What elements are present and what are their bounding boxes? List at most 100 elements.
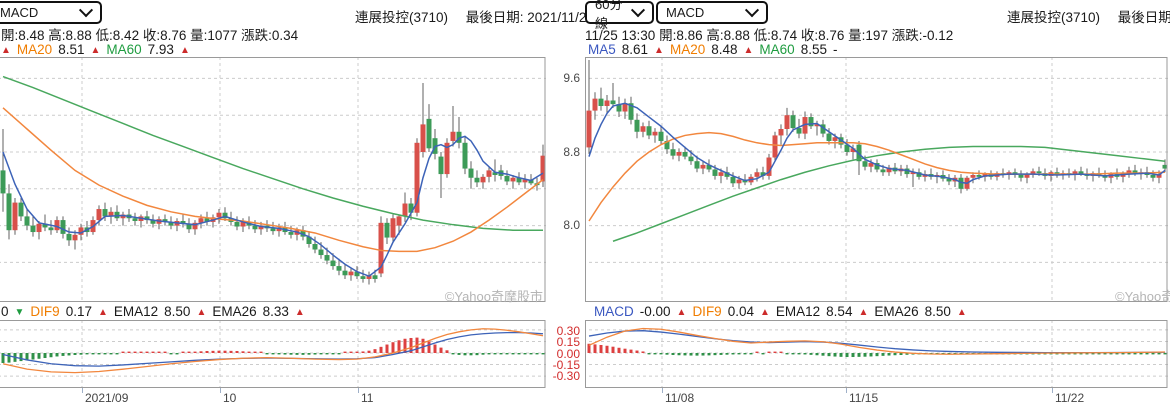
- period-select-value: 60分線: [595, 0, 623, 31]
- x-axis-tick: [220, 388, 221, 393]
- pane-border: [585, 320, 1168, 388]
- dif-line: [588, 327, 1166, 355]
- macd-axis-label: 0.30: [556, 324, 580, 338]
- macd-value: 0: [1, 304, 9, 319]
- x-axis-label: 10: [223, 391, 237, 405]
- ma20-label: MA20: [669, 42, 706, 57]
- dif9-label: DIF9: [30, 304, 60, 319]
- right-ma-line: MA5 8.61 ▲ MA20 8.48 ▲ MA60 8.55-: [588, 42, 843, 59]
- ma60-line: [612, 145, 1166, 242]
- yahoo-watermark: ©Yahoo奇摩股市: [444, 289, 543, 304]
- price-grid: [585, 57, 1170, 302]
- pane-border: [585, 57, 1168, 302]
- dif9-label: DIF9: [692, 304, 722, 319]
- hourly-price-chart[interactable]: [585, 57, 1170, 302]
- ma5-line: [588, 102, 1166, 185]
- stock-title: 連展投控(3710): [1007, 10, 1101, 25]
- ma20-line: [588, 131, 1166, 222]
- macd-value: -0.00: [639, 304, 671, 319]
- ema12-label: EMA12: [113, 304, 159, 319]
- up-triangle-icon: ▲: [97, 307, 108, 318]
- ma20-line: [2, 107, 544, 253]
- price-axis-label: 8.8: [563, 145, 580, 159]
- up-triangle-icon: ▲: [676, 307, 687, 318]
- indicator-select-right[interactable]: MACD: [656, 1, 768, 24]
- ma60-value: 7.93: [147, 42, 174, 57]
- ema26-value: 8.33: [262, 304, 289, 319]
- macd-grid: [0, 320, 546, 388]
- x-axis-label: 11/08: [665, 391, 695, 405]
- up-triangle-icon: ▲: [179, 45, 190, 56]
- pane-border: [0, 320, 546, 388]
- macd-line: [2, 331, 544, 367]
- ma60-label: MA60: [759, 42, 795, 57]
- ema26-value: 8.50: [924, 304, 951, 319]
- ma60-line: [2, 75, 543, 231]
- yahoo-watermark: ©Yahoo奇: [1115, 289, 1170, 304]
- chevron-down-icon: [630, 2, 646, 17]
- up-triangle-icon: ▲: [294, 307, 305, 318]
- right-macd-line: MACD -0.00 ▲ DIF9 0.04 ▲ EMA12 8.54 ▲ EMA26 8.50 ▲: [594, 304, 973, 321]
- hourly-macd-chart[interactable]: [585, 320, 1170, 388]
- price-grid: [0, 57, 546, 302]
- x-axis-tick: [662, 388, 663, 393]
- x-axis-tick: [846, 388, 847, 393]
- ma5-label: MA5: [588, 42, 616, 57]
- ma20-label: MA20: [16, 42, 53, 57]
- x-axis-tick: [82, 388, 83, 393]
- ema12-label: EMA12: [775, 304, 821, 319]
- up-triangle-icon: ▲: [196, 307, 207, 318]
- up-triangle-icon: ▲: [743, 45, 754, 56]
- macd-label: MACD: [594, 304, 634, 319]
- x-axis-label: 2021/09: [85, 391, 129, 405]
- up-triangle-icon: ▲: [858, 307, 869, 318]
- ema26-label: EMA26: [212, 304, 257, 319]
- left-quote-line: 開:8.48 高:8.88 低:8.42 收:8.76 量:1077 漲跌:0.…: [1, 28, 299, 43]
- dif-line: [2, 328, 544, 374]
- period-select[interactable]: 60分線: [585, 0, 654, 31]
- ema12-value: 8.54: [826, 304, 853, 319]
- last-date-label: 最後日期:: [1117, 10, 1170, 25]
- macd-axis-label: -0.30: [552, 369, 580, 383]
- chevron-down-icon: [744, 2, 760, 17]
- indicator-select-left[interactable]: MACD: [0, 1, 102, 24]
- price-axis-label: 9.6: [563, 71, 580, 85]
- dif9-value: 0.04: [727, 304, 754, 319]
- x-axis-label: 11: [361, 391, 374, 405]
- x-axis-label: 11/15: [849, 391, 879, 405]
- pane-border: [0, 57, 546, 302]
- ma5-line: [2, 135, 544, 278]
- x-axis-tick: [1052, 388, 1053, 393]
- center-title: 連展投控(3710) 最後日期: 2021/11/25: [355, 6, 594, 26]
- ema12-value: 8.50: [164, 304, 191, 319]
- daily-macd-chart[interactable]: [0, 320, 546, 388]
- daily-price-chart[interactable]: [0, 57, 546, 302]
- down-triangle-icon: ▼: [14, 307, 25, 318]
- left-ma-line: ▲ MA20 8.51 ▲ MA60 7.93 ▲: [1, 42, 196, 59]
- ma60-value: 8.55: [800, 42, 827, 57]
- up-triangle-icon: ▲: [90, 45, 101, 56]
- macd-axis-label: 0.15: [556, 335, 580, 349]
- ma5-value: 8.61: [621, 42, 649, 57]
- macd-axis-label: -0.15: [552, 358, 580, 372]
- indicator-select-right-value: MACD: [666, 5, 705, 20]
- last-date-label: 最後日期: 2021/11/25: [465, 10, 594, 25]
- dif9-value: 0.17: [65, 304, 92, 319]
- flat-indicator: -: [832, 42, 838, 57]
- up-triangle-icon: ▲: [956, 307, 967, 318]
- ma20-value: 8.51: [58, 42, 85, 57]
- stock-title: 連展投控(3710): [355, 10, 449, 25]
- up-triangle-icon: ▲: [759, 307, 770, 318]
- chevron-down-icon: [78, 2, 94, 17]
- right-quote-line: 11/25 13:30 開:8.86 高:8.88 低:8.74 收:8.76 …: [585, 28, 954, 43]
- ma60-label: MA60: [106, 42, 142, 57]
- x-axis-tick: [358, 388, 359, 393]
- ema26-label: EMA26: [874, 304, 919, 319]
- right-title: 連展投控(3710) 最後日期:: [1007, 6, 1170, 26]
- x-axis-label: 11/22: [1055, 391, 1085, 405]
- indicator-select-left-value: MACD: [0, 5, 39, 20]
- macd-axis-label: 0.00: [556, 347, 580, 361]
- left-macd-line: 0 ▼ DIF9 0.17 ▲ EMA12 8.50 ▲ EMA26 8.33 ▲: [1, 304, 311, 321]
- up-triangle-icon: ▲: [1, 45, 11, 56]
